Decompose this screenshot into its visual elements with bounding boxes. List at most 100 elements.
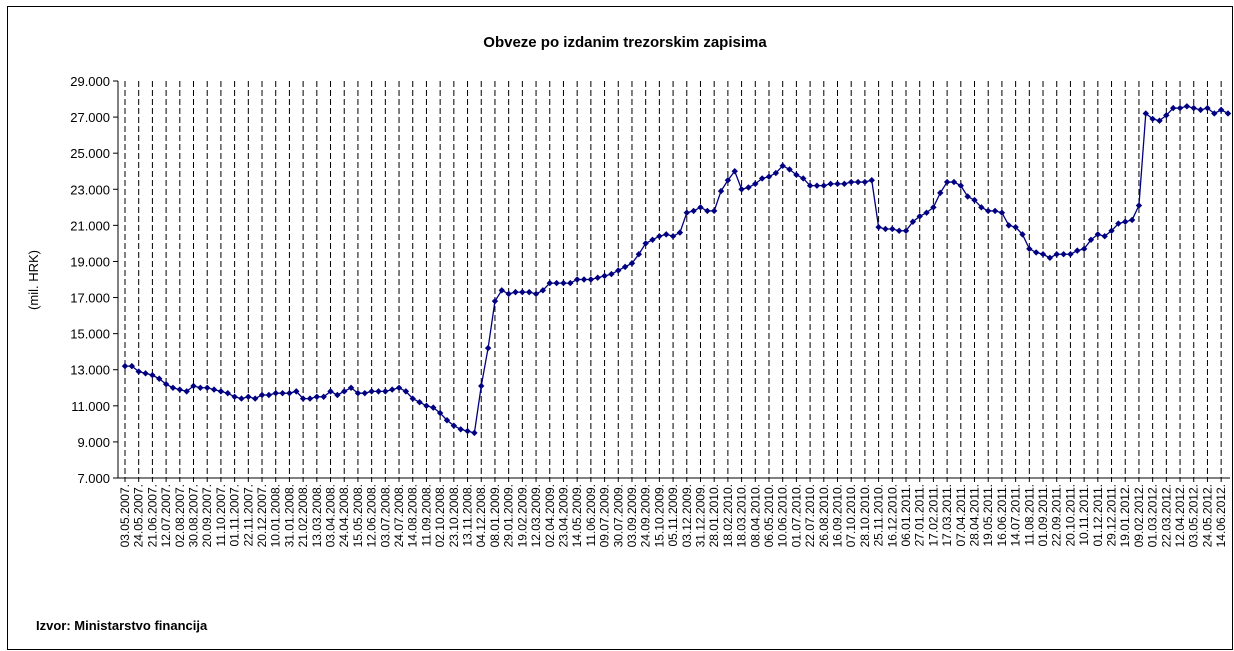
x-tick-label: 20.09.2007. [200,484,214,547]
x-tick-label: 02.08.2007. [173,484,187,547]
y-tick-label: 11.000 [71,399,110,414]
x-tick-label: 03.09.2009. [625,484,639,547]
marker [573,276,581,283]
x-tick-label: 17.03.2011. [940,484,954,547]
marker [758,175,766,182]
x-tick-label: 21.06.2007. [145,484,159,547]
x-tick-label: 10.11.2011. [1077,484,1091,546]
x-tick-label: 14.07.2011. [1009,484,1023,547]
chart-frame [7,6,1233,650]
x-tick-label: 14.08.2008. [406,484,420,547]
marker [800,175,807,182]
marker [930,204,937,211]
y-tick-label: 23.000 [70,182,110,197]
x-tick-label: 02.04.2009. [543,484,557,547]
x-tick-label: 10.06.2010. [776,484,790,547]
marker [313,393,321,400]
marker [341,388,348,395]
marker [1012,223,1019,231]
marker [834,180,841,188]
marker [286,389,293,397]
marker [306,395,314,402]
x-tick-label: 21.02.2008. [296,484,310,547]
marker [327,388,334,395]
marker [937,189,944,197]
x-tick-label: 18.03.2010. [735,484,749,547]
x-tick-label: 14.06.2012. [1214,484,1228,547]
marker [347,384,355,391]
marker [354,389,362,397]
x-tick-label: 03.05.2007. [118,484,132,547]
x-tick-label: 19.01.2012. [1118,484,1132,547]
y-tick-label: 29.000 [70,74,110,89]
marker [279,389,286,397]
marker [957,182,965,189]
marker [950,178,958,186]
x-tick-label: 11.09.2008. [419,484,433,547]
marker [635,251,643,258]
x-tick-label: 17.02.2011. [926,484,940,547]
marker [334,391,341,399]
x-tick-label: 12.04.2012. [1173,484,1187,547]
marker [772,169,780,177]
marker [991,207,999,215]
marker [738,186,745,193]
y-tick-label: 19.000 [70,254,110,269]
marker [1142,110,1149,117]
marker [471,429,478,437]
marker [498,287,506,294]
marker [1005,222,1012,229]
marker [368,388,375,395]
x-tick-label: 28.10.2010. [858,484,872,547]
x-tick-label: 03.12.2009. [680,484,694,547]
x-tick-label: 28.01.2010. [707,484,721,547]
marker [546,279,553,287]
marker [683,209,690,216]
y-tick-label: 13.000 [70,363,110,378]
x-tick-label: 19.02.2009. [515,484,529,547]
marker [149,371,156,379]
marker [964,193,971,200]
marker [663,231,670,238]
y-tick-label: 15.000 [70,327,110,342]
marker [889,225,896,233]
x-tick-label: 01.09.2011. [1036,484,1050,547]
marker [245,393,252,400]
marker [1135,202,1143,209]
marker [704,207,711,215]
marker [820,182,827,189]
marker [642,240,649,247]
x-tick-label: 24.04.2008. [337,484,351,547]
marker [1197,106,1204,114]
marker [710,207,718,215]
marker [197,384,204,391]
marker [457,426,464,433]
marker [382,388,389,395]
x-tick-label: 03.04.2008. [324,484,338,547]
marker [1204,104,1211,112]
marker [731,168,738,175]
x-tick-label: 01.11.2007. [228,484,242,547]
y-axis-label: (mil. HRK) [26,250,41,310]
x-tick-label: 03.05.2012. [1187,484,1201,547]
marker [985,207,992,215]
x-tick-label: 19.05.2011. [981,484,995,547]
x-tick-label: 16.09.2010. [830,484,844,547]
marker [587,276,595,283]
marker [183,388,190,395]
x-tick-label: 23.10.2008. [447,484,461,547]
marker [1108,227,1115,234]
marker [567,279,574,287]
marker [251,395,259,402]
marker [1026,245,1033,253]
x-tick-label: 15.05.2008. [351,484,365,547]
marker [443,417,451,424]
marker [1019,231,1026,238]
marker [395,384,403,391]
marker [813,182,821,189]
marker [484,344,492,352]
marker [210,386,218,393]
marker [1094,231,1102,238]
marker [656,232,663,240]
x-tick-label: 18.02.2010. [721,484,735,547]
